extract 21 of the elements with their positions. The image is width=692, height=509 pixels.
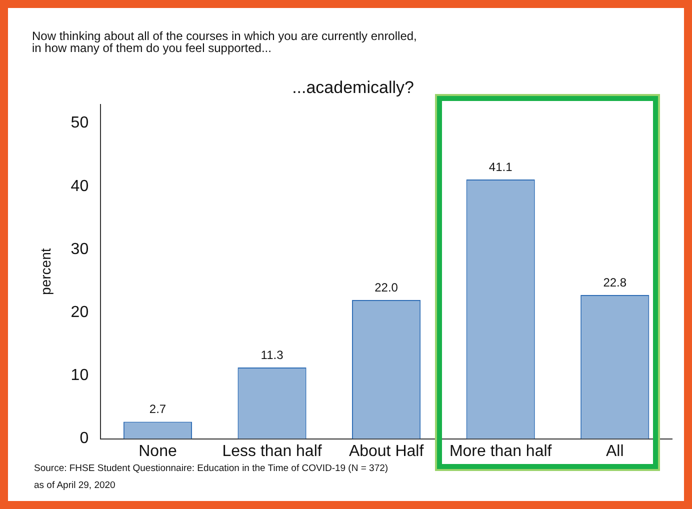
chart-title: Now thinking about all of the courses in which you are currently enrolled, in how many of them do you feel supported... <box>32 29 417 55</box>
text: as of April 29, 2020 <box>34 479 116 493</box>
y-tick-label: 10 <box>70 367 89 384</box>
data-label: 22.8 <box>603 275 627 290</box>
y-tick-label: 40 <box>70 178 89 195</box>
data-label: 41.1 <box>488 160 513 174</box>
data-label: 22.0 <box>374 280 398 294</box>
data-label: 2.7 <box>149 402 166 416</box>
y-axis-title: percent <box>37 248 54 295</box>
data-label: 11.3 <box>260 348 284 362</box>
source-note: Source: FHSE Student Questionnaire: Education in the Time of COVID-19 (N = 372) <box>34 462 388 476</box>
y-tick-label: 20 <box>70 304 89 322</box>
y-tick-label: 50 <box>70 114 89 132</box>
y-tick-label: 30 <box>70 240 89 258</box>
y-tick-label: 0 <box>80 430 89 448</box>
x-tick-label: None <box>138 442 177 460</box>
x-tick-label: About Half <box>348 442 424 460</box>
x-tick-label: Less than half <box>222 442 322 460</box>
x-tick-label: All <box>606 442 624 460</box>
x-tick-label: More than half <box>449 442 552 460</box>
chart-subtitle: ...academically? <box>292 78 414 97</box>
